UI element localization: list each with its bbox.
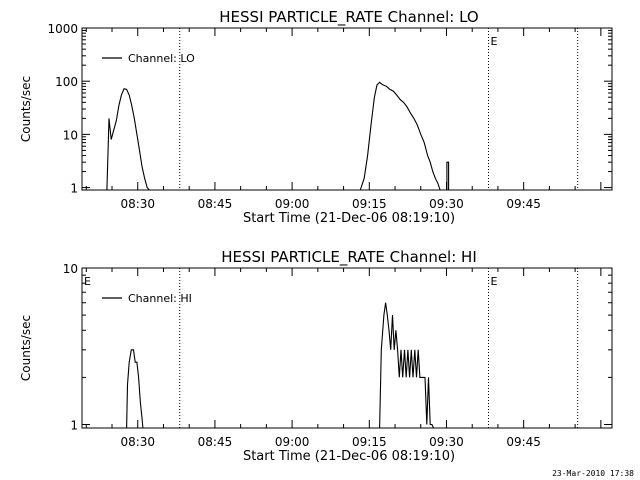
chart-title: HESSI PARTICLE_RATE Channel: HI (221, 248, 477, 267)
chart-panel-1: HESSI PARTICLE_RATE Channel: LO Start Tim… (19, 8, 613, 226)
x-tick-label: 09:45 (506, 197, 541, 211)
event-marker-label: E (491, 275, 498, 288)
y-tick-label: 10 (63, 128, 78, 142)
x-tick-label: 09:00 (275, 197, 310, 211)
y-axis-label: Counts/sec (19, 76, 33, 142)
x-tick-label: 09:00 (275, 435, 310, 449)
x-tick-label: 09:15 (352, 197, 387, 211)
legend-label: Channel: LO (128, 52, 195, 65)
event-marker-label: E (491, 35, 498, 48)
x-tick-label: 09:30 (429, 435, 464, 449)
event-marker-label: E (84, 275, 91, 288)
y-tick-label: 100 (55, 75, 78, 89)
chart-panel-2: HESSI PARTICLE_RATE Channel: HI Start Tim… (19, 248, 613, 464)
y-tick-label: 1 (70, 182, 78, 196)
x-tick-label: 09:30 (429, 197, 464, 211)
x-tick-label: 08:30 (120, 197, 155, 211)
x-tick-label: 08:45 (198, 197, 233, 211)
series-line (359, 81, 441, 191)
y-tick-label: 10 (63, 262, 78, 276)
y-axis-label: Counts/sec (19, 315, 33, 381)
legend-label: Channel: HI (128, 292, 192, 305)
y-tick-label: 1 (70, 419, 78, 433)
x-tick-label: 08:30 (120, 435, 155, 449)
series-line (446, 161, 450, 190)
x-tick-label: 08:45 (198, 435, 233, 449)
plot-frame (81, 267, 613, 429)
series-line (379, 302, 435, 429)
series-line (106, 88, 150, 191)
x-tick-label: 09:45 (506, 435, 541, 449)
plot-timestamp: 23-Mar-2010 17:38 (552, 469, 634, 478)
x-axis-label: Start Time (21-Dec-06 08:19:10) (243, 211, 455, 226)
series-line (126, 349, 144, 429)
y-tick-label: 1000 (47, 22, 78, 36)
x-tick-label: 09:15 (352, 435, 387, 449)
chart-title: HESSI PARTICLE_RATE Channel: LO (219, 8, 478, 27)
x-axis-label: Start Time (21-Dec-06 08:19:10) (243, 449, 455, 464)
